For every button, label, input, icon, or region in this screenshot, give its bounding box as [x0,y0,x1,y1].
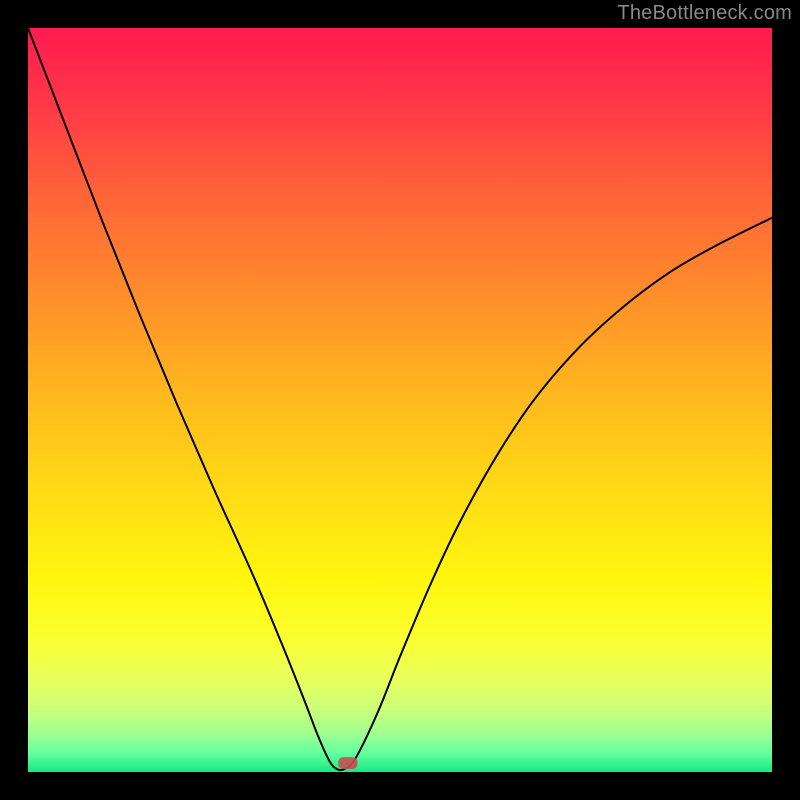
gradient-background [28,28,772,772]
chart-frame: TheBottleneck.com [0,0,800,800]
plot-area [28,28,772,772]
watermark-text: TheBottleneck.com [617,2,792,25]
min-marker [338,757,357,769]
bottleneck-curve-chart [28,28,772,772]
